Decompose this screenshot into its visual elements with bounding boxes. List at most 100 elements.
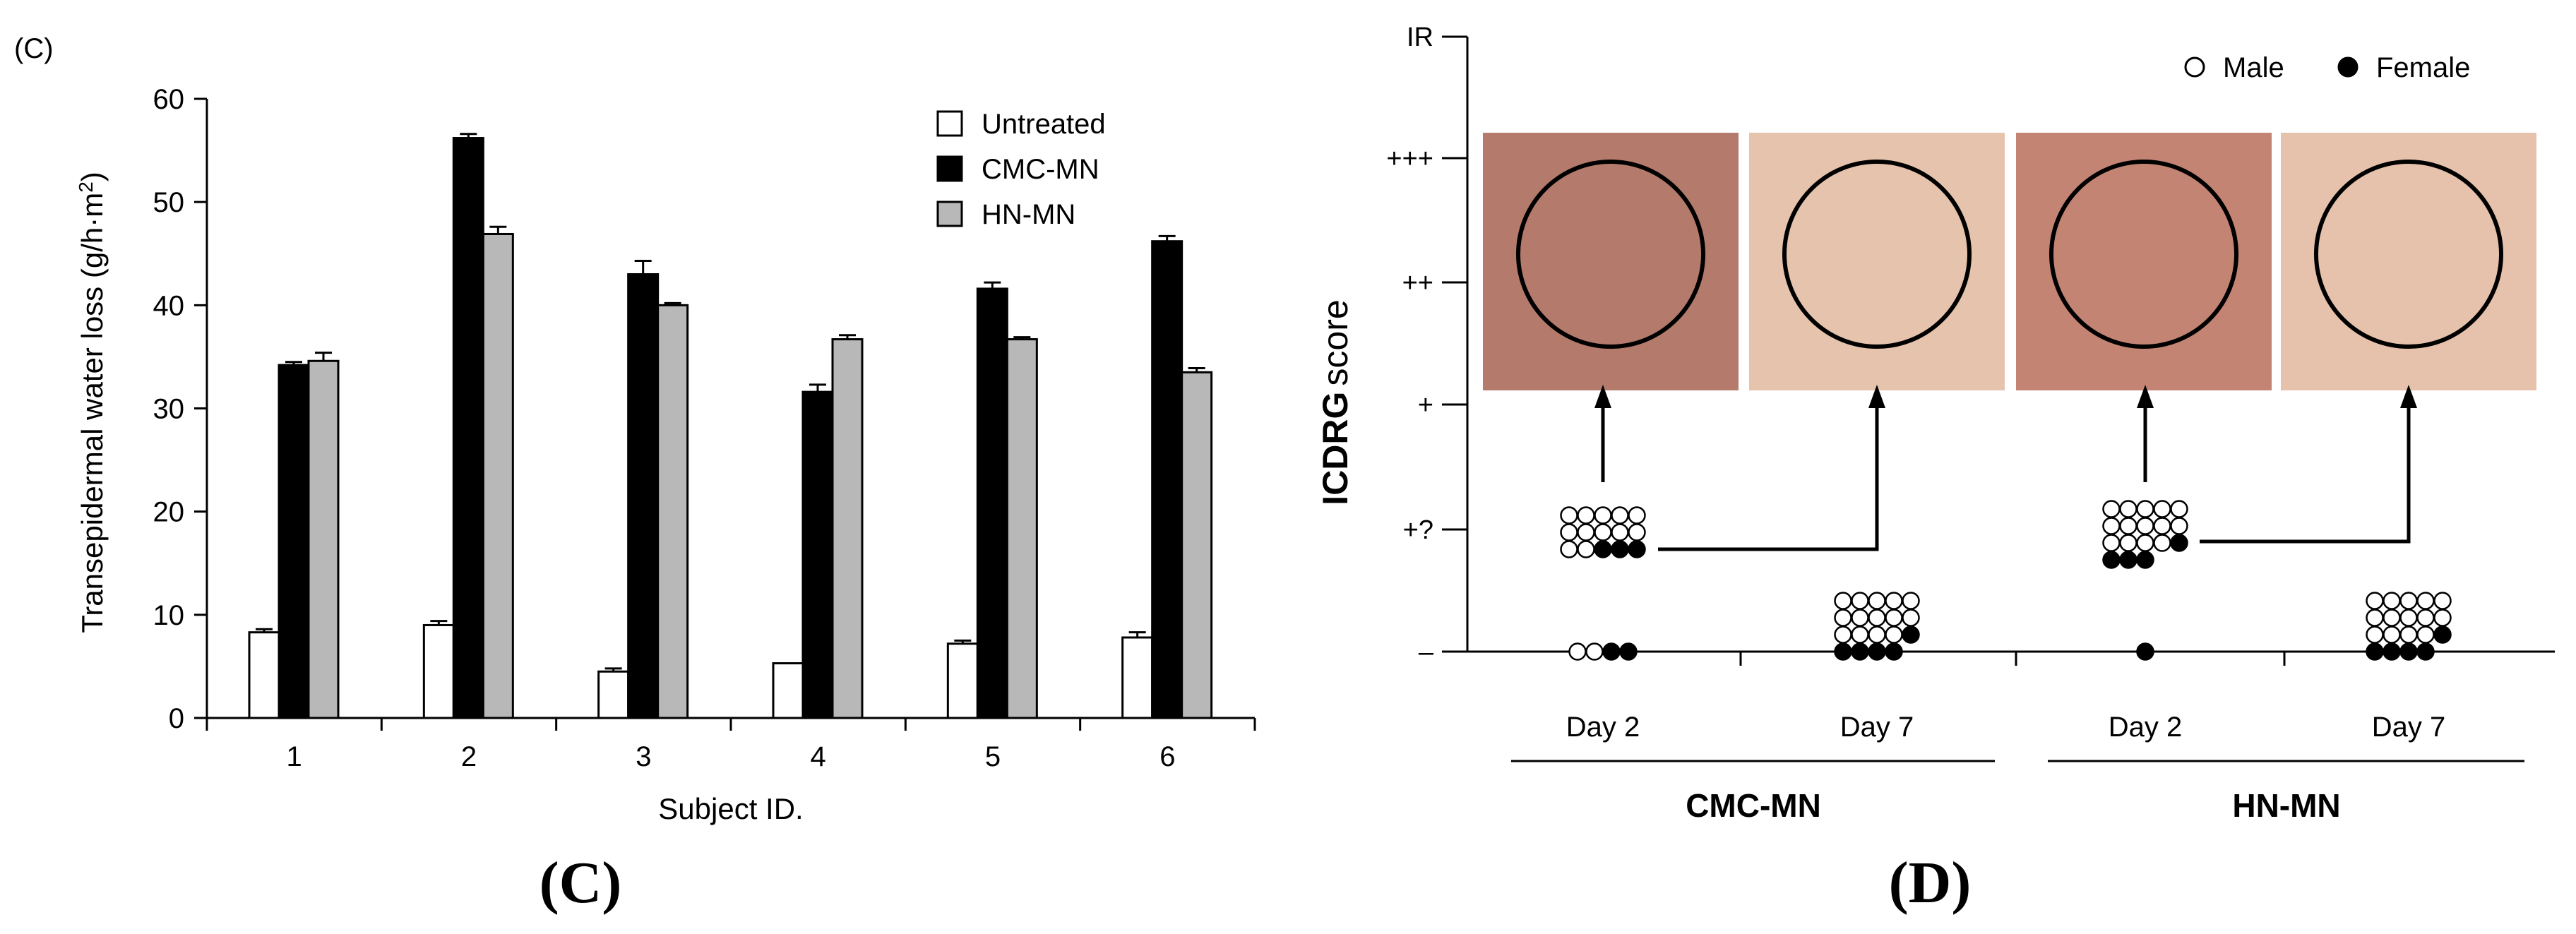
male-subject-dot	[2153, 517, 2171, 535]
legend-label: CMC-MN	[982, 154, 1099, 185]
male-subject-dot	[2119, 517, 2137, 535]
bar-untreated-2	[422, 623, 455, 719]
skin-photo-cmc-day2	[1483, 133, 1739, 390]
legend-swatch-hn-mn	[936, 200, 963, 227]
male-subject-dot	[2433, 609, 2452, 627]
day-label: Day 7	[2372, 712, 2446, 743]
female-subject-dot	[1834, 642, 1852, 661]
bar-untreated-5	[946, 642, 979, 719]
male-subject-dot	[1560, 540, 1578, 558]
bar-untreated-4	[772, 662, 804, 719]
female-subject-dot	[2366, 642, 2384, 661]
female-subject-dot	[2119, 551, 2137, 569]
y-tick-label: 10	[153, 600, 185, 631]
male-subject-dot	[2366, 625, 2384, 644]
y-tick-label: 40	[153, 290, 185, 321]
legend-male-marker	[2184, 56, 2205, 78]
female-subject-dot	[2136, 642, 2154, 661]
male-subject-dot	[2433, 592, 2452, 610]
male-subject-dot	[2119, 500, 2137, 518]
male-subject-dot	[1594, 523, 1612, 541]
bar-cmc-mn-3	[627, 273, 660, 719]
bar-hn-mn-1	[307, 359, 340, 719]
panel-c-x-axis-label: Subject ID.	[658, 792, 803, 825]
test-site-circle	[2314, 160, 2503, 349]
panel-c-caption: (C)	[539, 850, 622, 916]
legend-male-label: Male	[2223, 52, 2284, 83]
bar-hn-mn-2	[482, 232, 514, 719]
female-subject-dot	[2416, 642, 2435, 661]
legend-label: HN-MN	[982, 199, 1075, 230]
day-label: Day 2	[2109, 712, 2183, 743]
male-subject-dot	[1851, 609, 1869, 627]
male-subject-dot	[1585, 642, 1604, 661]
y-tick-label: 0	[169, 703, 184, 734]
panel-d-icdrg-chart: –+?++++++IR ICDRGscore Day 2 Day 7 Day 2 Da…	[1316, 23, 2555, 916]
panel-d-group-labels: Day 2 Day 7 Day 2 Day 7 CMC-MN HN-MN	[1511, 712, 2524, 824]
female-subject-dot	[1902, 625, 1920, 644]
x-tick-label: 6	[1159, 741, 1175, 772]
female-subject-dot	[1611, 540, 1629, 558]
y-tick-label: –	[1419, 637, 1434, 667]
female-subject-dot	[1602, 642, 1621, 661]
y-tick-label: 60	[153, 84, 185, 115]
female-subject-dot	[2136, 551, 2154, 569]
arrowhead	[1868, 385, 1885, 408]
female-subject-dot	[1885, 642, 1903, 661]
female-subject-dot	[2383, 642, 2401, 661]
male-subject-dot	[2102, 500, 2121, 518]
male-subject-dot	[1628, 523, 1646, 541]
test-site-circle	[1782, 160, 1972, 349]
bar-cmc-mn-1	[278, 364, 310, 719]
treatment-label: CMC-MN	[1686, 787, 1821, 824]
male-subject-dot	[2153, 534, 2171, 552]
panel-d-caption: (D)	[1889, 850, 1972, 916]
panel-d-axes: –+?++++++IR	[1386, 23, 2555, 667]
male-subject-dot	[2399, 625, 2418, 644]
legend-swatch-untreated	[936, 110, 963, 137]
legend-swatch-cmc-mn	[936, 155, 963, 182]
bar-untreated-1	[248, 631, 280, 719]
y-tick-label: +?	[1403, 515, 1433, 545]
x-tick-label: 1	[287, 741, 302, 772]
female-subject-dot	[2399, 642, 2418, 661]
male-subject-dot	[1628, 506, 1646, 525]
x-tick-label: 4	[811, 741, 826, 772]
arrow-cmc-day7	[1658, 393, 1879, 551]
male-subject-dot	[2383, 625, 2401, 644]
skin-photo-hn-day2	[2016, 133, 2272, 390]
legend-female-marker	[2337, 56, 2359, 78]
female-subject-dot	[1628, 540, 1646, 558]
panel-c-y-axis-label: Transepidermal water loss (g/h·m2)	[75, 172, 109, 633]
panel-c-bar-chart: (C) 0 10 20 30 40 50 60 1 2 3 4 5 6 Transepidermal w…	[14, 33, 1256, 916]
male-subject-dot	[1611, 506, 1629, 525]
x-tick-label: 5	[985, 741, 1001, 772]
female-subject-dot	[2102, 551, 2121, 569]
male-subject-dot	[1568, 642, 1587, 661]
y-tick-label: 20	[153, 497, 185, 528]
y-tick-label: 30	[153, 394, 185, 425]
male-subject-dot	[2136, 517, 2154, 535]
male-subject-dot	[2119, 534, 2137, 552]
test-site-circle	[1516, 160, 1705, 349]
female-subject-dot	[2170, 534, 2188, 552]
male-subject-dot	[1885, 625, 1903, 644]
male-subject-dot	[1851, 625, 1869, 644]
x-tick-label: 3	[636, 741, 651, 772]
male-subject-dot	[1560, 523, 1578, 541]
male-subject-dot	[2383, 592, 2401, 610]
panel-d-arrows	[1594, 385, 2417, 551]
bar-cmc-mn-6	[1151, 240, 1183, 719]
male-subject-dot	[1834, 625, 1852, 644]
female-subject-dot	[1594, 540, 1612, 558]
male-subject-dot	[1902, 592, 1920, 610]
panel-c-bars	[248, 133, 1213, 719]
male-subject-dot	[1577, 506, 1595, 525]
male-subject-dot	[2399, 609, 2418, 627]
male-subject-dot	[1902, 609, 1920, 627]
male-subject-dot	[1611, 523, 1629, 541]
male-subject-dot	[2366, 592, 2384, 610]
panel-c-legend: Untreated CMC-MN HN-MN	[936, 109, 1106, 230]
male-subject-dot	[2416, 592, 2435, 610]
male-subject-dot	[2170, 517, 2188, 535]
